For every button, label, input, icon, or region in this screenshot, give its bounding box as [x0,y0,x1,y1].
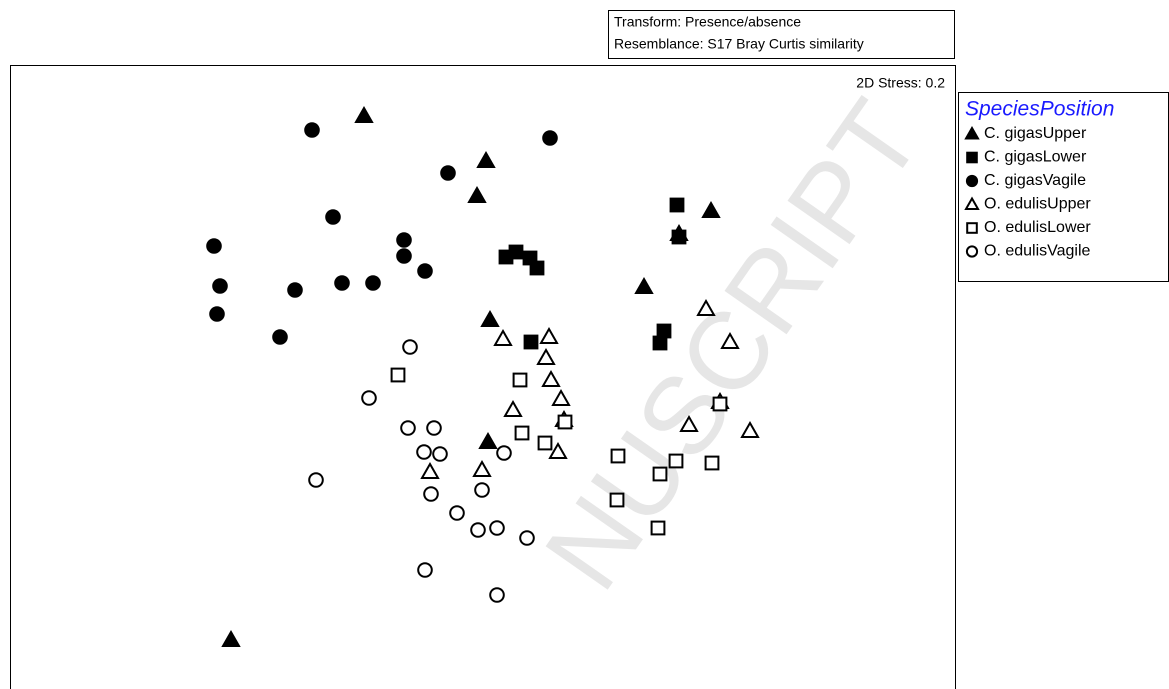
point [551,388,571,406]
point [365,275,381,291]
point [652,335,668,351]
point [656,323,672,339]
legend-marker [966,151,978,164]
point [519,530,535,546]
point [609,492,625,508]
point [496,445,512,461]
point [209,306,225,322]
stress-label: 2D Stress: 0.2 [856,75,945,91]
point [557,414,573,430]
point [470,522,486,538]
legend-label: C. gigasUpper [984,125,1087,142]
point [503,399,523,417]
legend-title: SpeciesPosition [965,98,1114,121]
point [304,122,320,138]
point [416,444,432,460]
point [476,150,496,168]
point [634,276,654,294]
point [740,420,760,438]
point [548,441,568,459]
point [541,369,561,387]
point [650,520,666,536]
point [542,130,558,146]
point [652,466,668,482]
point [472,459,492,477]
point [493,328,513,346]
legend-label: C. gigasVagile [984,172,1086,189]
point [221,629,241,647]
point [467,185,487,203]
legend-marker [966,222,978,234]
point [489,520,505,536]
point [426,420,442,436]
legend-marker [964,196,980,210]
point [529,260,545,276]
point [478,431,498,449]
point [206,238,222,254]
legend-box [958,92,1169,282]
point [417,263,433,279]
point [354,105,374,123]
point [514,425,530,441]
point [400,420,416,436]
point [539,326,559,344]
point [480,309,500,327]
point [396,232,412,248]
annotation-box [608,10,955,59]
point [537,435,553,451]
point [671,229,687,245]
point [423,486,439,502]
point [272,329,288,345]
transform-label: Transform: Presence/absence [614,14,801,30]
resemblance-label: Resemblance: S17 Bray Curtis similarity [614,36,864,52]
legend-label: C. gigasLower [984,149,1087,166]
legend-label: O. edulisLower [984,219,1091,236]
point [704,455,720,471]
point [720,331,740,349]
point [668,453,684,469]
plot-frame [10,65,956,689]
point [508,244,524,260]
legend-marker [965,245,979,258]
point [696,298,716,316]
point [536,347,556,365]
point [361,390,377,406]
point [396,248,412,264]
point [523,334,539,350]
point [417,562,433,578]
point [712,396,728,412]
point [512,372,528,388]
point [449,505,465,521]
point [432,446,448,462]
point [489,587,505,603]
legend-marker [964,125,980,140]
point [212,278,228,294]
point [402,339,418,355]
point [679,414,699,432]
legend-label: O. edulisVagile [984,243,1091,260]
point [474,482,490,498]
point [308,472,324,488]
point [420,461,440,479]
legend-marker [965,174,979,188]
point [701,200,721,218]
point [440,165,456,181]
point [669,197,685,213]
point [334,275,350,291]
legend-label: O. edulisUpper [984,196,1091,213]
point [287,282,303,298]
point [325,209,341,225]
point [390,367,406,383]
point [610,448,626,464]
